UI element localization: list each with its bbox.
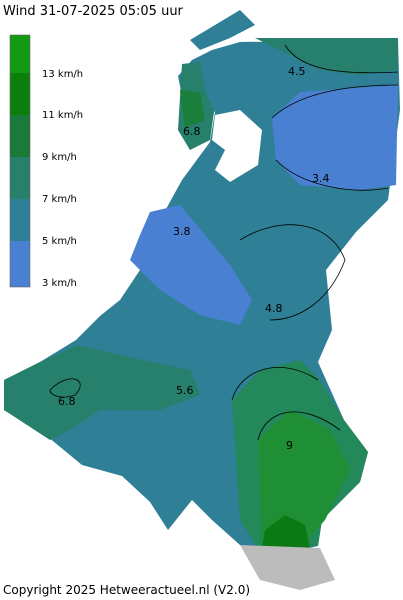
- title: Wind 31-07-2025 05:05 uur: [3, 4, 184, 19]
- legend-label: 5 km/h: [42, 236, 77, 247]
- contour-label: 6.8: [58, 395, 76, 408]
- contour-labels: 4.5 6.8 3.4 3.8 4.8 5.6 6.8 9: [58, 65, 330, 452]
- legend-label: 11 km/h: [42, 110, 83, 121]
- contour-label: 3.8: [173, 225, 191, 238]
- contour-label: 5.6: [176, 384, 194, 397]
- footer: Copyright 2025 Hetweeractueel.nl (V2.0): [3, 583, 250, 597]
- legend: 13 km/h 11 km/h 9 km/h 7 km/h 5 km/h 3 k…: [9, 34, 83, 289]
- contour-label: 3.4: [312, 172, 330, 185]
- contour-lines: [49, 44, 399, 441]
- contour-label: 6.8: [183, 125, 201, 138]
- legend-label: 3 km/h: [42, 278, 77, 289]
- legend-label: 9 km/h: [42, 152, 77, 163]
- legend-label: 13 km/h: [42, 69, 83, 80]
- map-land: [4, 10, 400, 590]
- contour-label: 4.8: [265, 302, 283, 315]
- legend-label: 7 km/h: [42, 194, 77, 205]
- contour-label: 4.5: [288, 65, 306, 78]
- contour-label: 9: [286, 439, 293, 452]
